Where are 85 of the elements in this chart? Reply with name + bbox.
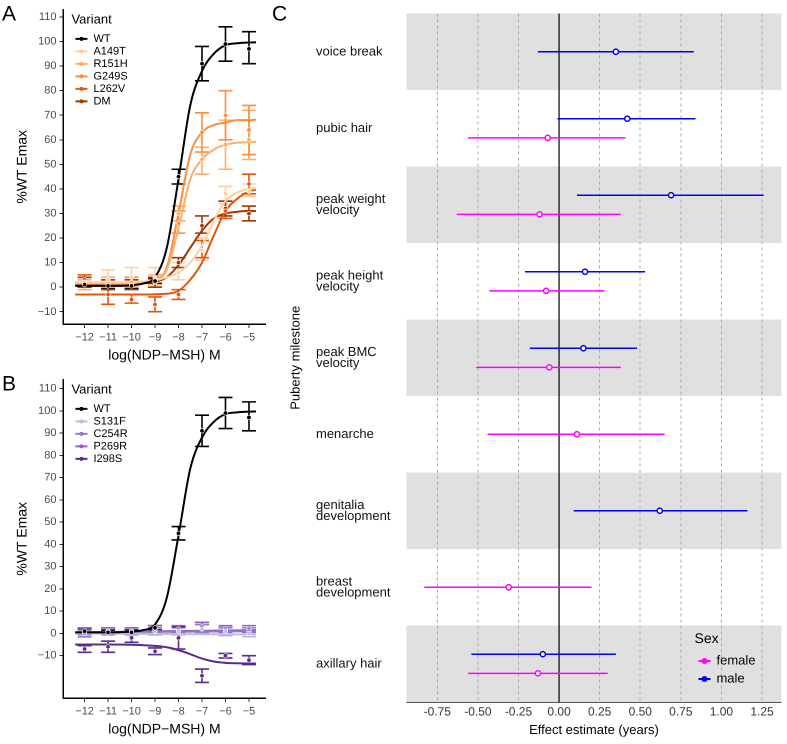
x-tick-label: −5 [242,706,256,718]
y-tick-label: menarche [316,426,374,441]
y-axis-title: %WT Emax [13,502,30,576]
y-tick-label: 10 [44,256,56,269]
x-tick-label: −7 [196,332,208,344]
y-tick-label: −10 [38,306,56,318]
legend-title: Variant [71,382,112,397]
x-tick-label: 0.75 [669,704,693,719]
y-tick-label: 90 [44,427,56,440]
legend-label: female [716,652,756,668]
y-tick-label: 70 [44,109,56,122]
legend-label: C254R [93,428,128,440]
y-tick-label: 60 [44,134,56,146]
y-tick-label: 10 [44,605,56,618]
y-tick-label: 80 [44,449,56,462]
y-tick-label: 30 [44,208,56,220]
y-axis-title: Puberty milestone [288,306,303,410]
x-tick-label: −12 [75,332,94,344]
x-tick-label: −9 [148,332,162,344]
x-axis-title: Effect estimate (years) [529,722,659,737]
y-tick-label: voice break [316,43,383,58]
x-tick-label: 0.25 [588,704,612,719]
x-axis-title: log(NDP−MSH) M [108,346,221,362]
y-tick-label: pubic hair [316,120,374,135]
x-tick-label: −6 [219,706,232,718]
y-axis-title: %WT Emax [13,130,30,204]
y-tick-label: peak BMC velocity [316,344,377,370]
legend-label: I298S [93,452,122,465]
x-tick-label: −12 [75,706,94,718]
x-tick-label: -0.25 [504,704,532,719]
chart-title: C [272,2,288,26]
x-tick-label: −10 [122,332,141,344]
y-tick-label: −10 [38,650,56,662]
y-tick-label: 90 [44,60,56,72]
x-tick-label: −11 [99,332,117,344]
y-tick-label: 40 [44,182,56,195]
x-tick-label: −8 [172,706,185,718]
y-tick-label: breast development [316,573,391,600]
y-tick-label: genitalia development [316,496,391,523]
x-tick-label: 0.00 [547,704,572,719]
chart-title: B [2,372,16,396]
x-tick-label: 1.00 [710,704,734,719]
y-tick-label: axillary hair [316,655,382,670]
x-tick-label: −7 [196,706,208,718]
legend-label: S131F [93,415,126,428]
x-tick-label: −5 [242,332,256,344]
y-tick-label: 110 [38,382,56,395]
y-tick-label: 50 [44,158,56,170]
y-tick-label: 100 [38,404,56,417]
chart-title: A [2,2,16,26]
legend-label: L262V [93,82,126,95]
x-axis-title: log(NDP−MSH) M [108,720,221,736]
x-tick-label: 1.25 [750,704,774,719]
y-tick-label: 100 [38,36,56,48]
x-tick-label: −10 [122,706,141,718]
legend-label: WT [93,402,111,415]
y-tick-label: peak weight velocity [316,190,386,217]
y-tick-label: 40 [44,538,56,550]
legend-title: Sex [694,630,719,646]
legend-label: R151H [93,58,128,70]
legend-label: male [716,670,745,686]
y-tick-label: 20 [44,582,56,595]
y-tick-label: 20 [44,232,56,244]
legend-label: DM [93,95,111,108]
legend-label: G249S [93,70,128,82]
y-tick-label: 0 [50,627,56,640]
x-tick-label: 0.50 [628,704,652,719]
legend-label: WT [93,32,111,45]
x-tick-label: -0.50 [464,704,492,719]
y-tick-label: 60 [44,494,56,506]
x-tick-label: −9 [148,706,162,718]
legend-label: A149T [93,45,126,58]
y-tick-label: 0 [50,281,56,294]
y-tick-label: 30 [44,560,56,573]
y-tick-label: 70 [44,472,56,484]
x-tick-label: −8 [172,332,185,344]
x-tick-label: −6 [219,332,232,344]
y-tick-label: 80 [44,84,56,97]
y-tick-label: 110 [38,11,56,23]
x-tick-label: −11 [99,706,117,718]
legend-title: Variant [71,12,112,27]
x-tick-label: -0.75 [424,704,452,719]
y-tick-label: peak height velocity [316,267,384,294]
legend-label: P269R [93,440,128,452]
y-tick-label: 50 [44,516,56,528]
